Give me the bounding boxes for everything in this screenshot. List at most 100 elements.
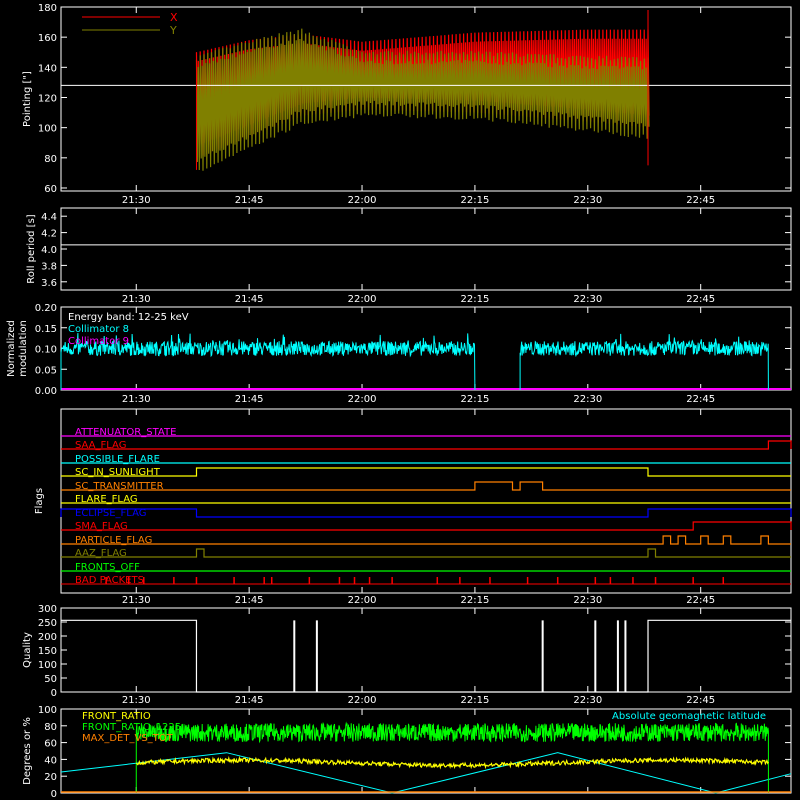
x-tick-label: 21:45 xyxy=(235,695,264,706)
panel-5-frame xyxy=(60,708,792,794)
y-tick-label: 3.6 xyxy=(41,278,57,289)
flag-label-aaz-flag: AAZ_FLAG xyxy=(75,548,127,559)
y-tick-label: 60 xyxy=(44,184,57,195)
x-tick-label: 21:30 xyxy=(122,695,151,706)
x-tick-label: 22:30 xyxy=(573,195,602,206)
y-tick-label: 140 xyxy=(38,63,57,74)
x-tick-label: 22:45 xyxy=(686,195,715,206)
flag-label-attenuator-state: ATTENUATOR_STATE xyxy=(75,427,176,438)
y-tick-label: 180 xyxy=(38,3,57,14)
flag-saa-flag-line xyxy=(61,440,792,450)
x-tick-label: 22:30 xyxy=(573,394,602,405)
x-tick-label: 22:00 xyxy=(348,294,377,305)
y-axis-label: Quality xyxy=(22,632,33,668)
y-tick-label: 0.15 xyxy=(35,324,57,335)
y-tick-label: 0.00 xyxy=(35,386,57,397)
y-tick-label: 300 xyxy=(38,604,57,615)
flag-eclipse-flag-line xyxy=(60,508,792,518)
y-tick-label: 0 xyxy=(51,789,57,800)
x-tick-label: 21:30 xyxy=(122,195,151,206)
y-axis-label-line-2: modulation xyxy=(18,320,29,377)
flag-label-sma-flag: SMA_FLAG xyxy=(75,521,128,532)
y-axis-label-line-1: Normalized xyxy=(6,320,17,377)
x-tick-label: 21:45 xyxy=(235,195,264,206)
y-tick-label: 0 xyxy=(51,688,57,699)
collimator-8-segment xyxy=(519,333,769,391)
flag-label-eclipse-flag: ECLIPSE_FLAG xyxy=(75,508,146,519)
y-tick-label: 0.20 xyxy=(35,303,57,314)
legend-label-X: X xyxy=(170,11,178,24)
y-tick-label: 60 xyxy=(44,739,57,750)
y-tick-label: 250 xyxy=(38,618,57,629)
geomagnetic-latitude-line xyxy=(60,752,792,794)
panel-3-frame xyxy=(60,408,792,594)
x-tick-label: 22:00 xyxy=(348,595,377,606)
x-tick-label: 21:30 xyxy=(122,595,151,606)
x-tick-label: 22:15 xyxy=(461,294,490,305)
y-tick-label: 40 xyxy=(44,755,57,766)
y-tick-label: 200 xyxy=(38,632,57,643)
energy-band-annotation: Energy band: 12-25 keV xyxy=(68,312,189,323)
legend-label-front-ratio: FRONT_RATIO xyxy=(82,711,151,722)
y-tick-label: 80 xyxy=(44,722,57,733)
y-tick-label: 0.05 xyxy=(35,365,57,376)
flag-label-possible-flare: POSSIBLE_FLARE xyxy=(75,454,160,465)
flag-label-saa-flag: SAA_FLAG xyxy=(75,440,126,451)
y-tick-label: 100 xyxy=(38,124,57,135)
y-tick-label: 4.4 xyxy=(41,212,57,223)
flag-label-flare-flag: FLARE_FLAG xyxy=(75,494,138,505)
y-tick-label: 20 xyxy=(44,772,57,783)
flag-particle-flag-line xyxy=(61,535,791,545)
x-tick-label: 21:30 xyxy=(122,294,151,305)
x-tick-label: 22:15 xyxy=(461,394,490,405)
x-tick-label: 22:00 xyxy=(348,695,377,706)
flag-aaz-flag-line xyxy=(61,548,791,558)
y-tick-label: 50 xyxy=(44,674,57,685)
y-tick-label: 4.2 xyxy=(41,229,57,240)
x-tick-label: 22:45 xyxy=(686,595,715,606)
flag-label-sc-transmitter: SC_TRANSMITTER xyxy=(75,481,164,492)
pointing-series-Y xyxy=(195,28,650,171)
x-tick-label: 22:45 xyxy=(686,695,715,706)
y-tick-label: 4.0 xyxy=(41,245,57,256)
y-tick-label: 0.10 xyxy=(35,345,57,356)
flag-label-particle-flag: PARTICLE_FLAG xyxy=(75,535,152,546)
y-tick-label: 120 xyxy=(38,93,57,104)
y-tick-label: 80 xyxy=(44,154,57,165)
x-tick-label: 22:30 xyxy=(573,595,602,606)
legend-label-front-ratio-1225: FRONT_RATIO_1225 xyxy=(82,722,181,733)
y-axis-label: Pointing ["] xyxy=(22,71,33,127)
legend-label-Collimator-8: Collimator 8 xyxy=(68,324,129,335)
y-tick-label: 160 xyxy=(38,33,57,44)
flag-label-bad-packets: BAD PACKETS xyxy=(75,575,144,586)
collimator-8-segment xyxy=(60,332,476,391)
x-tick-label: 22:15 xyxy=(461,595,490,606)
quality-line xyxy=(61,619,791,693)
panel-0-frame xyxy=(60,6,792,192)
x-tick-label: 22:45 xyxy=(686,394,715,405)
y-tick-label: 100 xyxy=(38,660,57,671)
front-ratio-line xyxy=(135,755,769,770)
legend-label-max-det-vs-tot: MAX_DET_VS_TOT xyxy=(82,733,174,744)
flag-sc-in-sunlight-line xyxy=(61,467,791,477)
x-tick-label: 21:45 xyxy=(235,294,264,305)
x-tick-label: 21:45 xyxy=(235,595,264,606)
y-axis-label: Roll period [s] xyxy=(26,214,37,283)
flag-sc-transmitter-line xyxy=(61,481,791,491)
y-tick-label: 150 xyxy=(38,646,57,657)
x-tick-label: 21:30 xyxy=(122,394,151,405)
x-tick-label: 22:30 xyxy=(573,294,602,305)
x-tick-label: 21:45 xyxy=(235,394,264,405)
y-axis-label: Degrees or % xyxy=(22,717,33,785)
flag-label-fronts-off: FRONTS_OFF xyxy=(75,562,140,573)
x-tick-label: 22:15 xyxy=(461,195,490,206)
flag-label-sc-in-sunlight: SC_IN_SUNLIGHT xyxy=(75,467,161,478)
x-tick-label: 22:00 xyxy=(348,394,377,405)
y-axis-label: Flags xyxy=(34,488,45,514)
y-tick-label: 3.8 xyxy=(41,261,57,272)
geomagnetic-latitude-annotation: Absolute geomagnetic latitude xyxy=(612,711,766,722)
flag-sma-flag-line xyxy=(61,521,792,531)
x-tick-label: 22:00 xyxy=(348,195,377,206)
